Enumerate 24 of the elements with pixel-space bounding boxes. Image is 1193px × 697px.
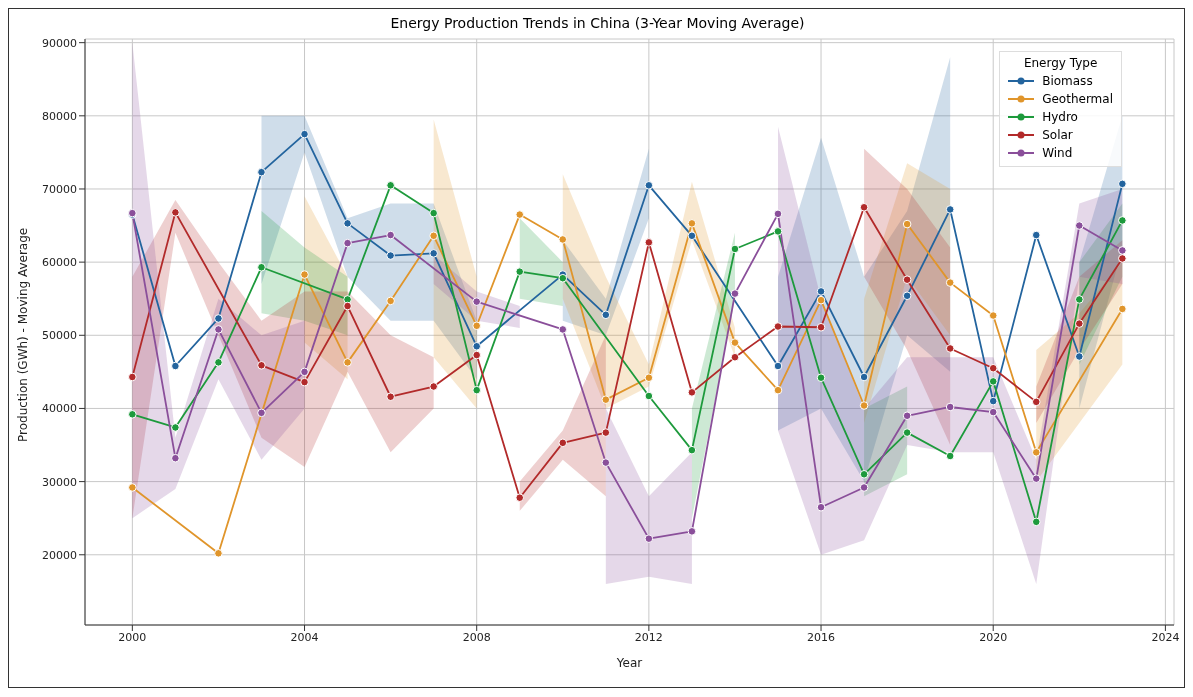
x-tick-label: 2000 [118, 630, 147, 644]
x-tick-label: 2016 [807, 630, 836, 644]
x-tick-label: 2012 [634, 630, 663, 644]
legend-label: Biomass [1042, 73, 1093, 90]
y-tick-label: 50000 [42, 329, 77, 343]
y-tick-label: 30000 [42, 475, 77, 489]
y-tick-label: 60000 [42, 256, 77, 270]
legend-label: Hydro [1042, 109, 1078, 126]
y-axis-title: Production (GWh) - Moving Average [16, 227, 31, 442]
legend-title: Energy Type [1022, 56, 1099, 70]
legend-label: Geothermal [1042, 91, 1113, 108]
y-tick-label: 40000 [42, 402, 77, 416]
x-tick-label: 2020 [979, 630, 1008, 644]
y-tick-label: 70000 [42, 182, 77, 196]
chart-title: Energy Production Trends in China (3-Year Moving Average) [389, 15, 806, 31]
y-tick-label: 80000 [42, 109, 77, 123]
x-tick-label: 2008 [462, 630, 491, 644]
y-tick-label: 20000 [42, 548, 77, 562]
x-axis-title: Year [615, 656, 643, 670]
y-tick-label: 90000 [42, 36, 77, 50]
x-tick-label: 2024 [1151, 630, 1180, 644]
x-tick-label: 2004 [290, 630, 319, 644]
legend-label: Solar [1042, 127, 1073, 144]
legend-label: Wind [1042, 145, 1073, 162]
